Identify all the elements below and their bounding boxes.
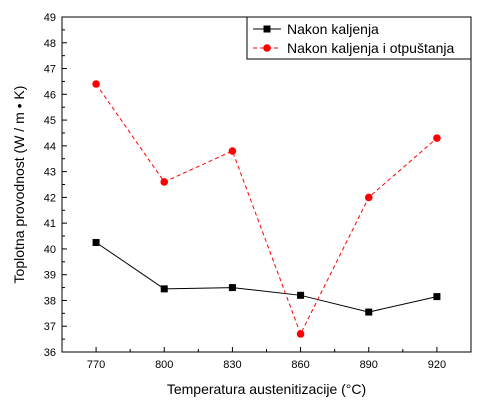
y-tick-label: 42 — [44, 192, 56, 204]
legend-marker-square — [263, 25, 271, 33]
data-point — [296, 330, 305, 338]
data-point — [160, 285, 168, 293]
series-line — [95, 83, 438, 336]
y-tick-label: 44 — [44, 141, 56, 153]
legend-box — [246, 16, 472, 60]
data-point — [433, 293, 441, 301]
data-point — [92, 80, 100, 88]
x-tick-label: 800 — [155, 359, 173, 371]
x-axis-title: Temperatura austenitizacije (°C) — [167, 381, 366, 397]
data-point — [160, 178, 169, 186]
legend-marker-circle — [263, 44, 271, 52]
data-point — [92, 238, 100, 246]
y-axis-title: Toplotna provodnost (W / m • K) — [11, 86, 27, 284]
y-axis-ticks: 36 37 38 39 40 41 42 43 44 45 46 47 48 49 — [44, 12, 67, 359]
y-tick-label: 41 — [44, 218, 56, 230]
y-tick-label: 39 — [44, 270, 56, 282]
data-point — [365, 308, 373, 316]
data-point — [433, 134, 441, 142]
y-tick-label: 40 — [44, 244, 56, 256]
legend-entry-nakon-kaljenja: Nakon kaljenja — [253, 21, 379, 37]
y-tick-label: 48 — [44, 38, 56, 50]
y-tick-label: 38 — [44, 295, 56, 307]
data-point — [297, 291, 305, 299]
y-tick-label: 45 — [44, 115, 56, 127]
x-tick-label: 830 — [223, 359, 241, 371]
y-tick-label: 37 — [44, 321, 56, 333]
legend-label: Nakon kaljenja — [287, 21, 379, 37]
legend-label: Nakon kaljenja i otpuštanja — [287, 40, 455, 56]
series-layer — [92, 80, 441, 338]
y-tick-label: 49 — [44, 12, 56, 24]
x-tick-label: 920 — [428, 359, 446, 371]
y-tick-label: 36 — [44, 347, 56, 359]
x-tick-label: 770 — [87, 359, 105, 371]
legend: Nakon kaljenja Nakon kaljenja i otpuštan… — [246, 16, 472, 60]
series-line — [95, 242, 438, 313]
data-point — [228, 284, 236, 292]
x-tick-label: 890 — [360, 359, 378, 371]
y-tick-label: 43 — [44, 167, 56, 179]
y-tick-label: 46 — [44, 89, 56, 101]
data-point — [228, 147, 237, 155]
x-tick-label: 860 — [291, 359, 309, 371]
data-point — [364, 193, 373, 202]
x-axis-ticks: 770 800 830 860 890 920 — [87, 347, 446, 371]
y-tick-label: 47 — [44, 64, 56, 76]
legend-entry-nakon-kaljenja-i-otpustanja: Nakon kaljenja i otpuštanja — [253, 40, 455, 56]
plot-frame — [61, 16, 472, 353]
